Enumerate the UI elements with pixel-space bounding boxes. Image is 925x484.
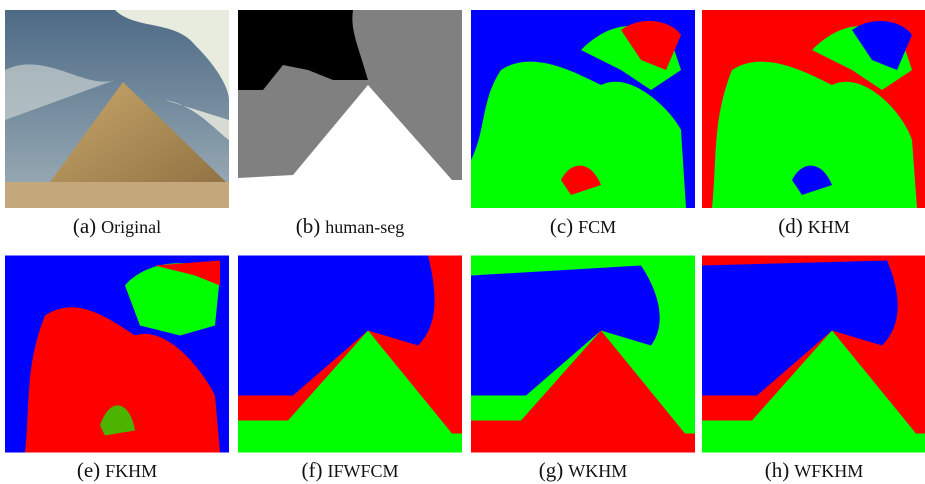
fcm-result	[471, 10, 695, 208]
caption: (a)Original	[5, 214, 229, 239]
image-panel	[702, 10, 925, 208]
caption-name: FCM	[578, 217, 616, 237]
caption-name: WFKHM	[794, 461, 863, 481]
caption: (b)human-seg	[238, 214, 462, 239]
khm-result	[702, 10, 925, 208]
segmentation-image	[238, 10, 462, 208]
original-image	[5, 10, 229, 208]
caption-name: IFWFCM	[327, 461, 398, 481]
caption-name: Original	[101, 217, 161, 237]
caption-label: (e)	[77, 458, 100, 482]
caption: (d)KHM	[702, 214, 925, 239]
ifwfcm-result	[238, 255, 462, 453]
caption-label: (c)	[550, 214, 573, 238]
caption-name: FKHM	[105, 461, 157, 481]
caption-label: (g)	[539, 458, 564, 482]
caption-label: (d)	[778, 214, 803, 238]
caption-label: (a)	[73, 214, 96, 238]
caption-label: (b)	[296, 214, 321, 238]
caption-name: human-seg	[325, 217, 404, 237]
image-panel	[702, 255, 925, 453]
image-panel	[5, 10, 229, 208]
caption: (e)FKHM	[5, 458, 229, 483]
caption-name: WKHM	[568, 461, 627, 481]
caption: (c)FCM	[471, 214, 695, 239]
fkhm-result	[5, 255, 229, 453]
wfkhm-result	[702, 255, 925, 453]
image-panel	[471, 255, 695, 453]
image-panel	[5, 255, 229, 453]
caption-label: (f)	[302, 458, 323, 482]
image-panel	[238, 255, 462, 453]
wkhm-result	[471, 255, 695, 453]
image-panel	[238, 10, 462, 208]
figure: (a)Original (b)human-seg (c)FCM (d)KHM (e)FK…	[0, 0, 925, 484]
caption-name: KHM	[808, 217, 850, 237]
caption-label: (h)	[765, 458, 790, 482]
caption: (f)IFWFCM	[238, 458, 462, 483]
image-panel	[471, 10, 695, 208]
caption: (g)WKHM	[471, 458, 695, 483]
caption: (h)WFKHM	[702, 458, 925, 483]
